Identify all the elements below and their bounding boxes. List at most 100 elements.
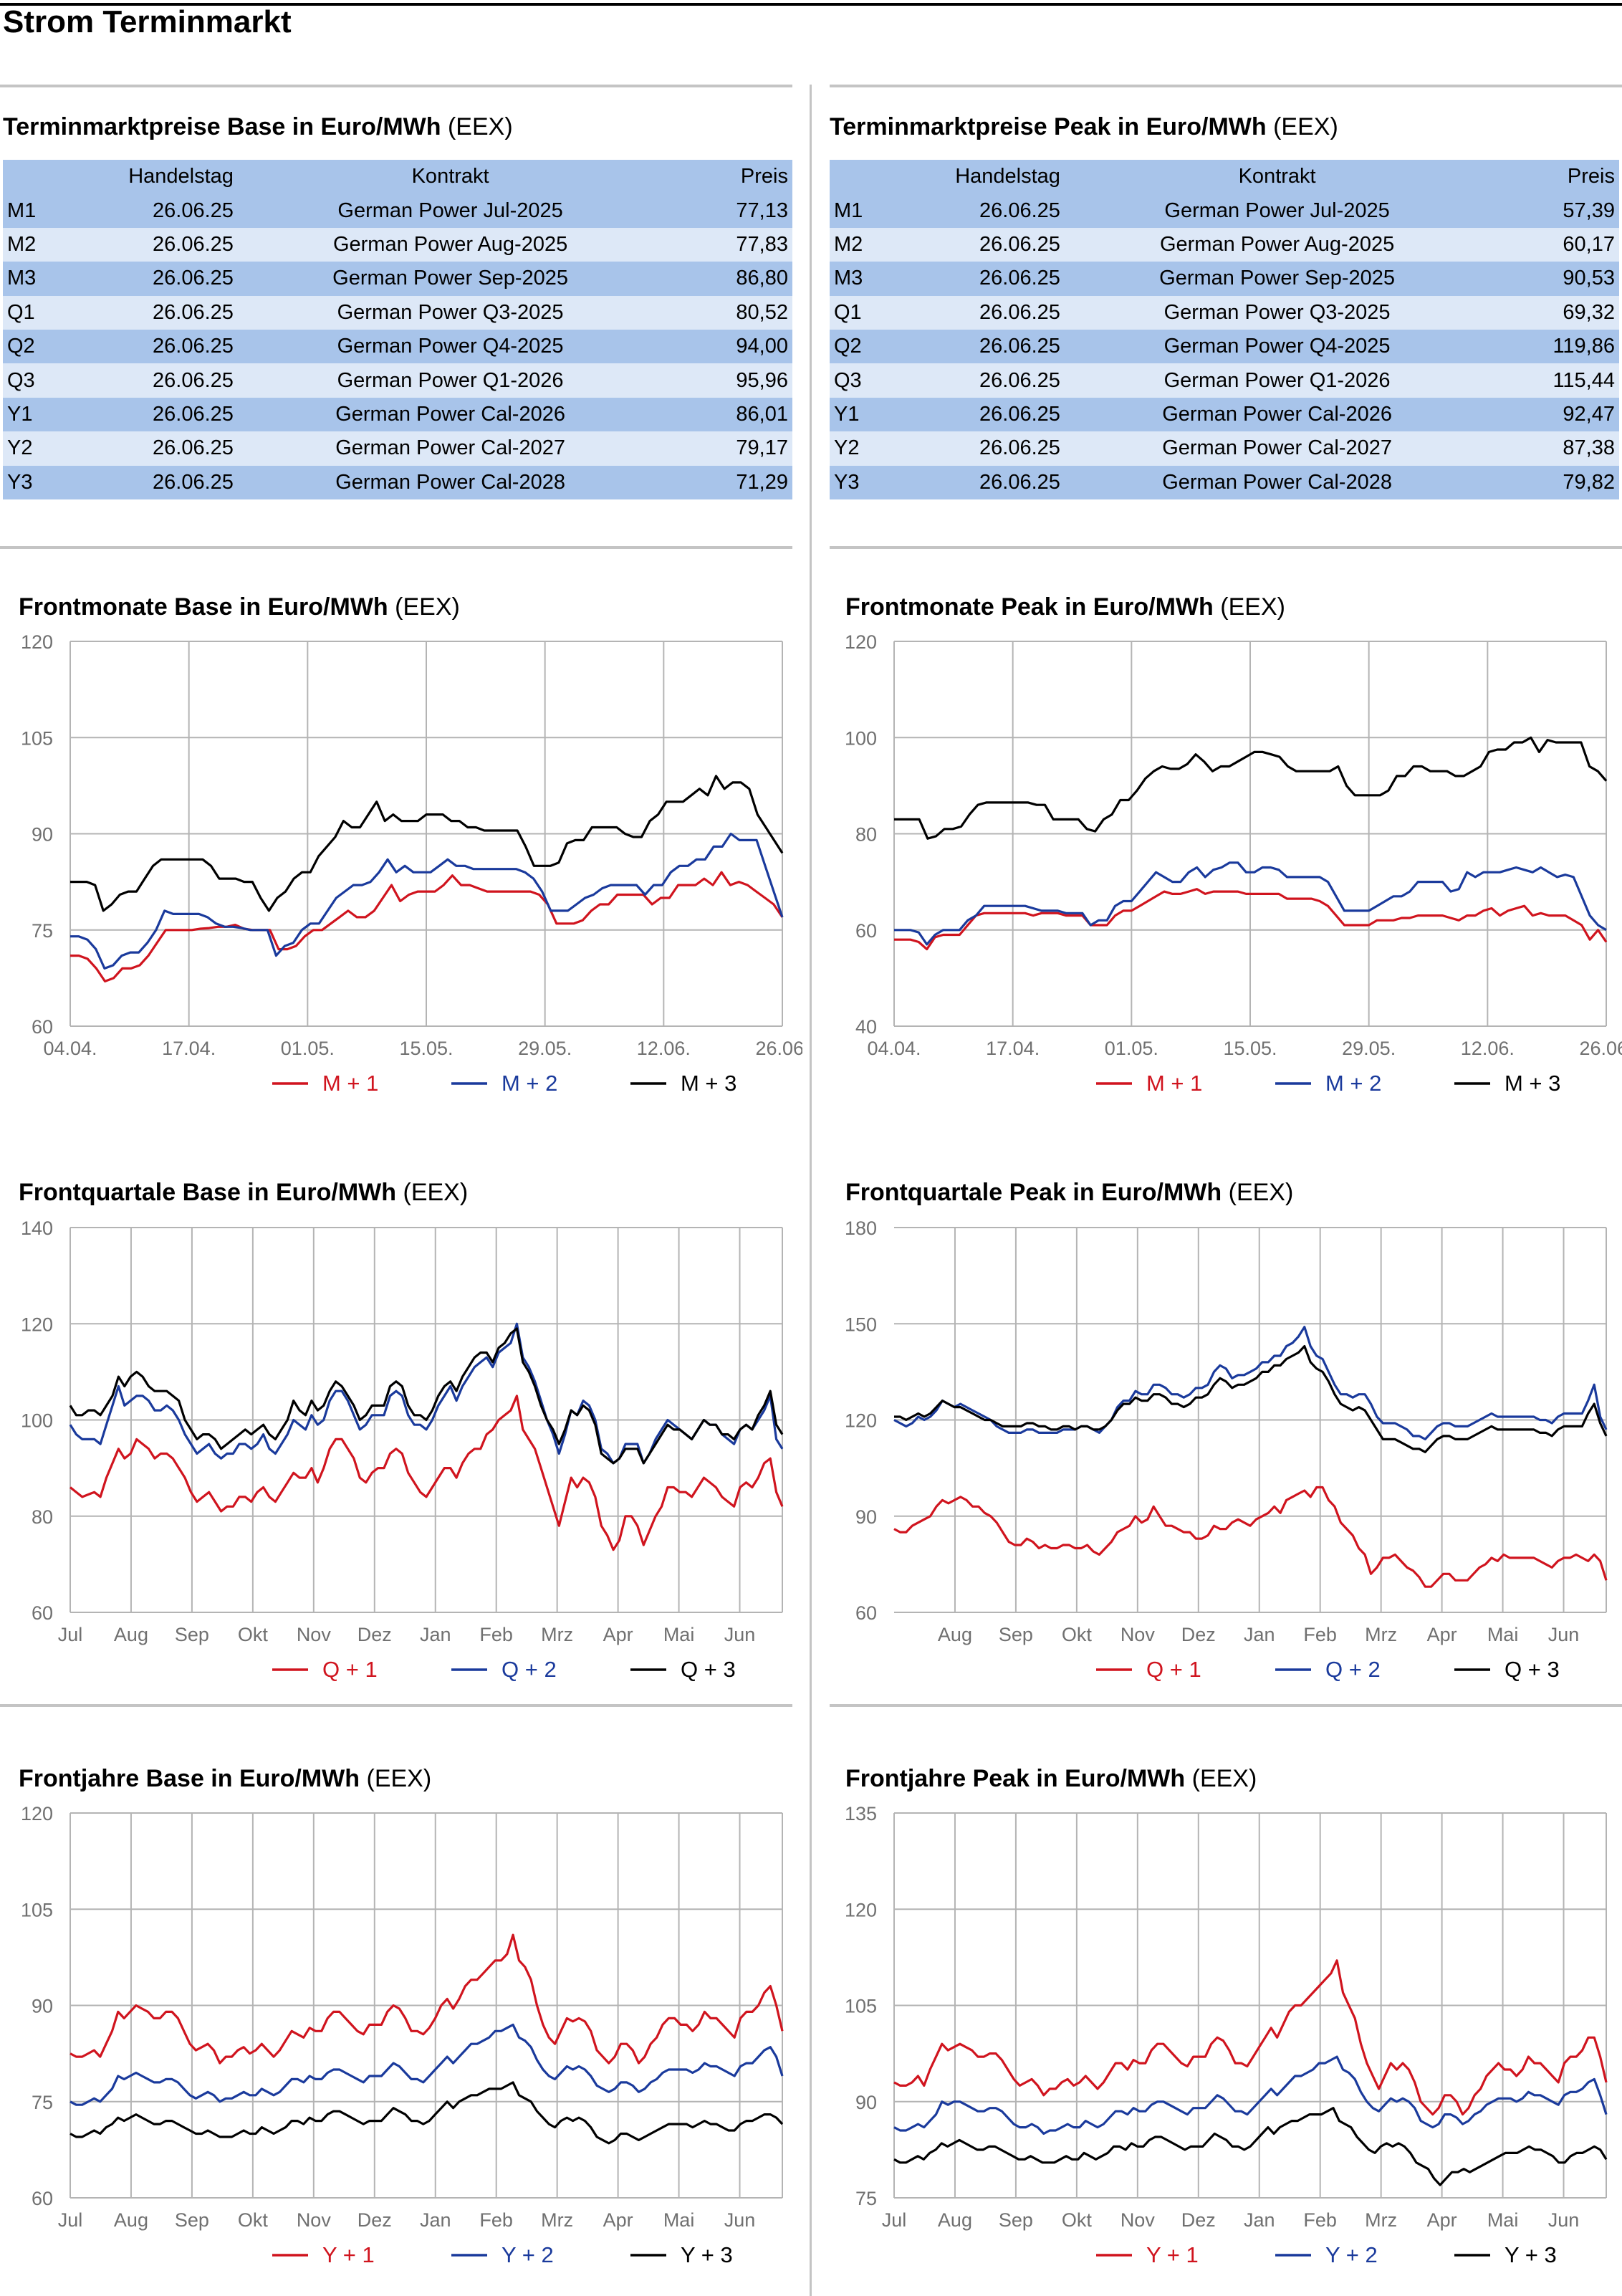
chart-title-bold: Frontmonate Base in Euro/MWh xyxy=(19,593,388,621)
legend-label-1: M + 1 xyxy=(322,1071,378,1096)
x-tick-label: Jun xyxy=(724,2209,756,2231)
legend-label-3: Q + 3 xyxy=(1505,1657,1560,1682)
row-code: M2 xyxy=(830,227,928,262)
section-divider xyxy=(830,546,1622,549)
y-tick-label: 60 xyxy=(855,1602,877,1624)
legend-label-2: Q + 2 xyxy=(1325,1657,1381,1682)
row-day: 26.06.25 xyxy=(927,329,1065,364)
row-code: Q3 xyxy=(3,363,101,398)
x-tick-label: 26.06. xyxy=(755,1038,802,1059)
header-code xyxy=(3,160,101,194)
row-price: 80,52 xyxy=(663,295,792,330)
base-price-table: Handelstag Kontrakt Preis M1 26.06.25 Germ… xyxy=(3,160,792,499)
row-code: Q1 xyxy=(3,295,101,330)
y-tick-label: 90 xyxy=(855,1506,877,1528)
y-tick-label: 90 xyxy=(855,2092,877,2113)
row-price: 77,13 xyxy=(663,193,792,228)
row-price: 57,39 xyxy=(1489,193,1619,228)
y-tick-label: 180 xyxy=(845,1218,877,1239)
table-row: Q1 26.06.25 German Power Q3-2025 80,52 xyxy=(3,295,792,330)
row-price: 115,44 xyxy=(1489,363,1619,398)
x-tick-label: 29.05. xyxy=(1342,1038,1396,1059)
frontquartale-base-chart: 60 80 100 120 140 Jul Aug Sep Okt Nov Dez Jan Feb Mrz… xyxy=(21,1218,784,1682)
x-tick-label: Apr xyxy=(603,2209,633,2231)
x-tick-label: Okt xyxy=(238,1624,269,1645)
row-day: 26.06.25 xyxy=(100,227,238,262)
x-tick-label: Nov xyxy=(297,2209,332,2231)
x-tick-label: Feb xyxy=(1303,1624,1337,1645)
base-table-title-bold: Terminmarktpreise Base in Euro/MWh xyxy=(3,113,441,140)
row-contract: German Power Cal-2028 xyxy=(1064,465,1490,499)
row-code: Q2 xyxy=(3,329,101,364)
series-line-1 xyxy=(893,1486,1608,1588)
x-tick-label: Dez xyxy=(1181,2209,1216,2231)
header-handelstag: Handelstag xyxy=(927,160,1065,194)
table-row: Q3 26.06.25 German Power Q1-2026 115,44 xyxy=(830,363,1619,398)
table-row: Y1 26.06.25 German Power Cal-2026 86,01 xyxy=(3,397,792,432)
row-price: 95,96 xyxy=(663,363,792,398)
legend-label-3: M + 3 xyxy=(681,1071,736,1096)
row-contract: German Power Jul-2025 xyxy=(1064,193,1490,228)
y-tick-label: 60 xyxy=(32,1602,53,1624)
row-price: 119,86 xyxy=(1489,329,1619,364)
row-code: Y3 xyxy=(830,465,928,499)
header-kontrakt: Kontrakt xyxy=(237,160,663,194)
row-code: Q2 xyxy=(830,329,928,364)
chart-title-source: (EEX) xyxy=(1220,593,1285,621)
x-tick-label: 01.05. xyxy=(281,1038,335,1059)
legend-label-3: Y + 3 xyxy=(681,2242,733,2267)
row-day: 26.06.25 xyxy=(927,193,1065,228)
row-code: Y1 xyxy=(3,397,101,432)
x-tick-label: 01.05. xyxy=(1105,1038,1158,1059)
frontquartale-peak-chart: 60 90 120 150 180 Aug Sep Okt Nov Dez Jan Feb Mrz Apr… xyxy=(845,1218,1608,1682)
y-tick-label: 120 xyxy=(21,1803,53,1824)
x-tick-label: Jan xyxy=(1244,1624,1275,1645)
row-code: M3 xyxy=(3,262,101,296)
x-tick-label: Aug xyxy=(114,2209,148,2231)
row-day: 26.06.25 xyxy=(100,193,238,228)
table-row: M3 26.06.25 German Power Sep-2025 90,53 xyxy=(830,262,1619,296)
row-code: Q3 xyxy=(830,363,928,398)
legend-label-1: M + 1 xyxy=(1146,1071,1202,1096)
y-tick-label: 60 xyxy=(855,920,877,942)
row-code: M1 xyxy=(830,193,928,228)
chart-title-frontmonate-peak: Frontmonate Peak in Euro/MWh (EEX) xyxy=(845,593,1285,621)
x-tick-label: Apr xyxy=(603,1624,633,1645)
row-day: 26.06.25 xyxy=(100,465,238,499)
table-header-row: Handelstag Kontrakt Preis xyxy=(3,160,792,194)
row-day: 26.06.25 xyxy=(100,363,238,398)
y-tick-label: 60 xyxy=(32,2188,53,2209)
base-table-title: Terminmarktpreise Base in Euro/MWh (EEX) xyxy=(3,113,513,141)
legend-label-1: Q + 1 xyxy=(322,1657,378,1682)
x-tick-label: Nov xyxy=(1120,1624,1156,1645)
x-tick-label: Mai xyxy=(1487,2209,1519,2231)
row-price: 92,47 xyxy=(1489,397,1619,432)
row-code: M2 xyxy=(3,227,101,262)
x-tick-label: Mrz xyxy=(1365,1624,1397,1645)
y-tick-label: 40 xyxy=(855,1016,877,1038)
x-tick-label: Sep xyxy=(175,1624,209,1645)
series-line-3 xyxy=(894,736,1608,840)
row-day: 26.06.25 xyxy=(927,397,1065,432)
chart-title-bold: Frontquartale Peak in Euro/MWh xyxy=(845,1179,1222,1206)
x-tick-label: Mrz xyxy=(541,2209,573,2231)
x-tick-label: Jan xyxy=(420,1624,451,1645)
x-tick-label: Aug xyxy=(938,1624,972,1645)
row-price: 60,17 xyxy=(1489,227,1619,262)
legend-label-2: M + 2 xyxy=(502,1071,557,1096)
section-divider xyxy=(0,85,792,87)
table-row: Y1 26.06.25 German Power Cal-2026 92,47 xyxy=(830,397,1619,432)
row-contract: German Power Jul-2025 xyxy=(237,193,663,228)
chart-title-frontmonate-base: Frontmonate Base in Euro/MWh (EEX) xyxy=(19,593,460,621)
chart-title-source: (EEX) xyxy=(366,1765,432,1792)
x-tick-label: Sep xyxy=(999,1624,1033,1645)
section-divider xyxy=(0,1704,792,1707)
base-table-title-source: (EEX) xyxy=(447,113,513,140)
legend-label-1: Y + 1 xyxy=(1146,2242,1199,2267)
x-tick-label: Nov xyxy=(1120,2209,1156,2231)
table-header-row: Handelstag Kontrakt Preis xyxy=(830,160,1619,194)
y-tick-label: 140 xyxy=(21,1218,53,1239)
x-tick-label: Feb xyxy=(479,2209,513,2231)
x-tick-label: Jan xyxy=(1244,2209,1275,2231)
header-preis: Preis xyxy=(1489,160,1619,194)
